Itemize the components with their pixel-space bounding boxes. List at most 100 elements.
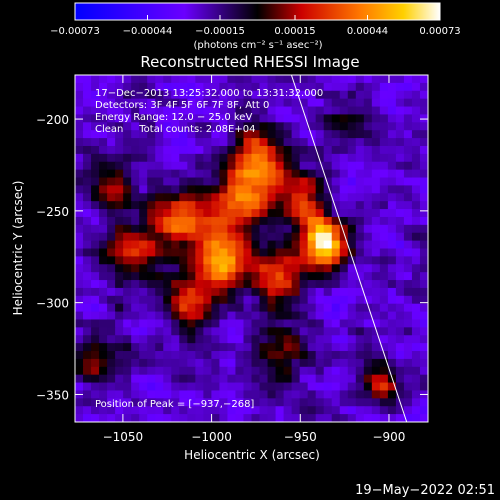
heatmap-cell [115, 248, 124, 257]
heatmap-cell [403, 185, 413, 194]
heatmap-cell [363, 256, 373, 265]
heatmap-cell [395, 130, 405, 139]
heatmap-cell [163, 224, 172, 234]
heatmap-cell [355, 90, 365, 100]
heatmap-cell [195, 98, 204, 108]
heatmap-cell [107, 256, 116, 265]
heatmap-cell [283, 280, 293, 289]
heatmap-cell [227, 327, 237, 336]
heatmap-cell [395, 280, 405, 289]
heatmap-cell [139, 138, 148, 147]
heatmap-cell [291, 335, 301, 344]
heatmap-cell [411, 319, 421, 328]
heatmap-cell [99, 264, 108, 273]
heatmap-cell [219, 177, 229, 187]
heatmap-cell [83, 138, 92, 147]
heatmap-cell [259, 248, 269, 257]
x-tick-label: −1000 [191, 430, 232, 444]
heatmap-cell [75, 232, 84, 242]
heatmap-cell [331, 295, 341, 305]
heatmap-cell [235, 351, 245, 360]
heatmap-cell [395, 366, 405, 376]
heatmap-cell [147, 240, 156, 250]
heatmap-cell [203, 366, 212, 376]
heatmap-cell [259, 232, 269, 242]
heatmap-cell [315, 130, 325, 139]
heatmap-cell [211, 75, 221, 84]
heatmap-cell [83, 256, 92, 265]
heatmap-cell [219, 374, 229, 384]
heatmap-cell [203, 216, 212, 226]
heatmap-cell [347, 201, 357, 210]
heatmap-cell [331, 75, 341, 84]
heatmap-cell [347, 161, 357, 171]
heatmap-cell [363, 82, 373, 92]
heatmap-cell [139, 398, 148, 407]
heatmap-cell [387, 406, 397, 415]
heatmap-cell [147, 201, 156, 210]
heatmap-cell [243, 311, 253, 321]
heatmap-cell [99, 216, 108, 226]
heatmap-cell [347, 406, 357, 415]
heatmap-cell [131, 75, 140, 84]
heatmap-cell [387, 280, 397, 289]
heatmap-cell [187, 114, 196, 123]
heatmap-cell [107, 351, 116, 360]
heatmap-cell [259, 161, 269, 171]
heatmap-cell [99, 169, 108, 179]
heatmap-cell [211, 414, 221, 422]
heatmap-cell [131, 240, 140, 250]
heatmap-cell [155, 280, 164, 289]
heatmap-cell [355, 303, 365, 313]
heatmap-cell [99, 75, 108, 84]
heatmap-cell [395, 122, 405, 131]
heatmap-cell [395, 358, 405, 368]
heatmap-cell [243, 287, 253, 297]
heatmap-cell [187, 177, 196, 187]
heatmap-cell [379, 138, 389, 147]
heatmap-cell [227, 280, 237, 289]
info-line-energy: Energy Range: 12.0 − 25.0 keV [95, 112, 252, 123]
heatmap-cell [179, 358, 188, 368]
heatmap-cell [299, 351, 309, 360]
heatmap-cell [123, 224, 132, 234]
heatmap-cell [347, 358, 357, 368]
heatmap-cell [331, 382, 341, 392]
heatmap-cell [219, 98, 229, 108]
heatmap-cell [411, 374, 421, 384]
heatmap-cell [227, 145, 237, 155]
heatmap-cell [147, 343, 156, 352]
heatmap-cell [91, 374, 100, 384]
heatmap-cell [275, 209, 285, 218]
heatmap-cell [419, 193, 428, 202]
heatmap-cell [155, 303, 164, 313]
heatmap-cell [419, 264, 428, 273]
heatmap-cell [259, 327, 269, 336]
heatmap-cell [379, 209, 389, 218]
heatmap-cell [299, 366, 309, 376]
heatmap-cell [147, 264, 156, 273]
heatmap-cell [115, 335, 124, 344]
heatmap-cell [163, 240, 172, 250]
heatmap-cell [259, 303, 269, 313]
heatmap-cell [307, 145, 317, 155]
heatmap-cell [299, 295, 309, 305]
heatmap-cell [123, 82, 132, 92]
heatmap-cell [339, 327, 349, 336]
heatmap-cell [147, 98, 156, 108]
heatmap-cell [147, 287, 156, 297]
heatmap-cell [123, 216, 132, 226]
heatmap-cell [371, 295, 381, 305]
heatmap-cell [99, 390, 108, 399]
heatmap-cell [203, 232, 212, 242]
heatmap-cell [403, 161, 413, 171]
heatmap-cell [195, 311, 204, 321]
heatmap-cell [403, 319, 413, 328]
heatmap-cell [403, 177, 413, 187]
heatmap-cell [99, 343, 108, 352]
heatmap-cell [355, 382, 365, 392]
heatmap-cell [387, 145, 397, 155]
heatmap-cell [323, 295, 333, 305]
heatmap-cell [363, 122, 373, 131]
heatmap-cell [403, 406, 413, 415]
